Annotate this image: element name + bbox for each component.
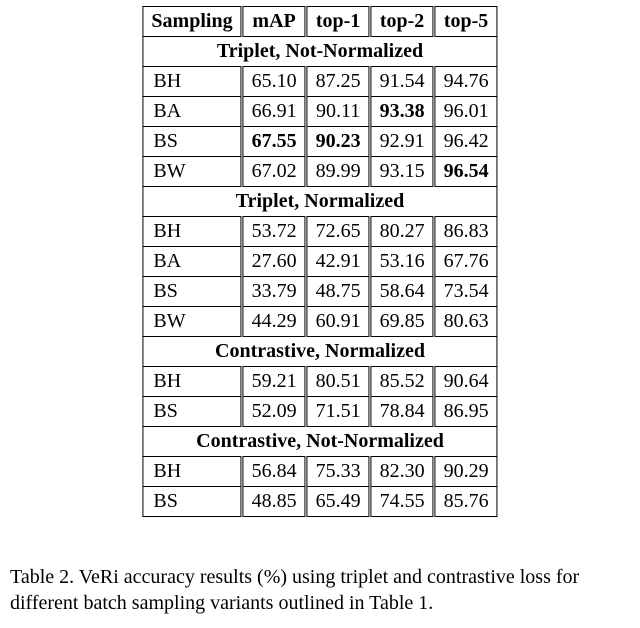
cell-mAP: 53.72 [242, 217, 306, 247]
cell-mAP: 33.79 [242, 277, 306, 307]
table-row: BW44.2960.9169.8580.63 [143, 307, 497, 337]
cell-top2: 92.91 [370, 127, 434, 157]
table-row: BA66.9190.1193.3896.01 [143, 97, 497, 127]
section-title: Triplet, Normalized [143, 187, 497, 217]
cell-top2: 78.84 [370, 397, 434, 427]
cell-top5: 90.64 [434, 367, 497, 397]
section-title: Triplet, Not-Normalized [143, 37, 497, 67]
page-root: Sampling mAP top-1 top-2 top-5 Triplet, … [0, 0, 640, 628]
cell-top2: 69.85 [370, 307, 434, 337]
cell-top1: 90.23 [306, 127, 370, 157]
section-row: Contrastive, Not-Normalized [143, 427, 497, 457]
table-container: Sampling mAP top-1 top-2 top-5 Triplet, … [142, 6, 497, 517]
cell-top1: 87.25 [306, 67, 370, 97]
table-row: BS67.5590.2392.9196.42 [143, 127, 497, 157]
header-map: mAP [242, 7, 306, 37]
caption-label: Table 2. [10, 566, 74, 588]
cell-mAP: 56.84 [242, 457, 306, 487]
cell-top5: 67.76 [434, 247, 497, 277]
cell-top2: 58.64 [370, 277, 434, 307]
table-row: BS33.7948.7558.6473.54 [143, 277, 497, 307]
row-label: BS [143, 487, 242, 517]
table-row: BS48.8565.4974.5585.76 [143, 487, 497, 517]
cell-top2: 53.16 [370, 247, 434, 277]
cell-top2: 80.27 [370, 217, 434, 247]
cell-top2: 74.55 [370, 487, 434, 517]
row-label: BH [143, 457, 242, 487]
cell-top1: 80.51 [306, 367, 370, 397]
table-head: Sampling mAP top-1 top-2 top-5 [143, 7, 497, 37]
section-row: Triplet, Normalized [143, 187, 497, 217]
cell-top2: 93.15 [370, 157, 434, 187]
cell-top1: 90.11 [306, 97, 370, 127]
cell-top1: 48.75 [306, 277, 370, 307]
header-top1: top-1 [306, 7, 370, 37]
cell-top2: 82.30 [370, 457, 434, 487]
caption-text: VeRi accuracy results (%) using triplet … [10, 566, 579, 614]
row-label: BA [143, 97, 242, 127]
table-row: BH56.8475.3382.3090.29 [143, 457, 497, 487]
table-row: BH65.1087.2591.5494.76 [143, 67, 497, 97]
row-label: BH [143, 367, 242, 397]
row-label: BH [143, 217, 242, 247]
table-caption: Table 2. VeRi accuracy results (%) using… [10, 564, 638, 616]
cell-top1: 75.33 [306, 457, 370, 487]
header-row: Sampling mAP top-1 top-2 top-5 [143, 7, 497, 37]
cell-top5: 96.42 [434, 127, 497, 157]
cell-mAP: 44.29 [242, 307, 306, 337]
row-label: BH [143, 67, 242, 97]
cell-top5: 96.54 [434, 157, 497, 187]
cell-top1: 60.91 [306, 307, 370, 337]
header-top2: top-2 [370, 7, 434, 37]
cell-top1: 42.91 [306, 247, 370, 277]
table-row: BH59.2180.5185.5290.64 [143, 367, 497, 397]
cell-top5: 86.83 [434, 217, 497, 247]
cell-top1: 72.65 [306, 217, 370, 247]
cell-top1: 71.51 [306, 397, 370, 427]
cell-top2: 85.52 [370, 367, 434, 397]
row-label: BS [143, 277, 242, 307]
table-row: BA27.6042.9153.1667.76 [143, 247, 497, 277]
cell-mAP: 65.10 [242, 67, 306, 97]
section-title: Contrastive, Not-Normalized [143, 427, 497, 457]
cell-top5: 86.95 [434, 397, 497, 427]
cell-mAP: 67.55 [242, 127, 306, 157]
cell-top5: 85.76 [434, 487, 497, 517]
cell-top5: 73.54 [434, 277, 497, 307]
row-label: BW [143, 157, 242, 187]
section-title: Contrastive, Normalized [143, 337, 497, 367]
header-sampling: Sampling [143, 7, 242, 37]
row-label: BS [143, 127, 242, 157]
row-label: BS [143, 397, 242, 427]
row-label: BA [143, 247, 242, 277]
cell-mAP: 52.09 [242, 397, 306, 427]
cell-mAP: 27.60 [242, 247, 306, 277]
row-label: BW [143, 307, 242, 337]
table-body: Triplet, Not-NormalizedBH65.1087.2591.54… [143, 37, 497, 517]
cell-top2: 91.54 [370, 67, 434, 97]
cell-mAP: 59.21 [242, 367, 306, 397]
cell-mAP: 48.85 [242, 487, 306, 517]
section-row: Contrastive, Normalized [143, 337, 497, 367]
cell-top5: 96.01 [434, 97, 497, 127]
cell-mAP: 67.02 [242, 157, 306, 187]
cell-top1: 89.99 [306, 157, 370, 187]
results-table: Sampling mAP top-1 top-2 top-5 Triplet, … [142, 6, 497, 517]
table-row: BW67.0289.9993.1596.54 [143, 157, 497, 187]
table-row: BH53.7272.6580.2786.83 [143, 217, 497, 247]
table-row: BS52.0971.5178.8486.95 [143, 397, 497, 427]
cell-top5: 80.63 [434, 307, 497, 337]
cell-top5: 90.29 [434, 457, 497, 487]
cell-top5: 94.76 [434, 67, 497, 97]
cell-mAP: 66.91 [242, 97, 306, 127]
cell-top1: 65.49 [306, 487, 370, 517]
cell-top2: 93.38 [370, 97, 434, 127]
section-row: Triplet, Not-Normalized [143, 37, 497, 67]
header-top5: top-5 [434, 7, 497, 37]
